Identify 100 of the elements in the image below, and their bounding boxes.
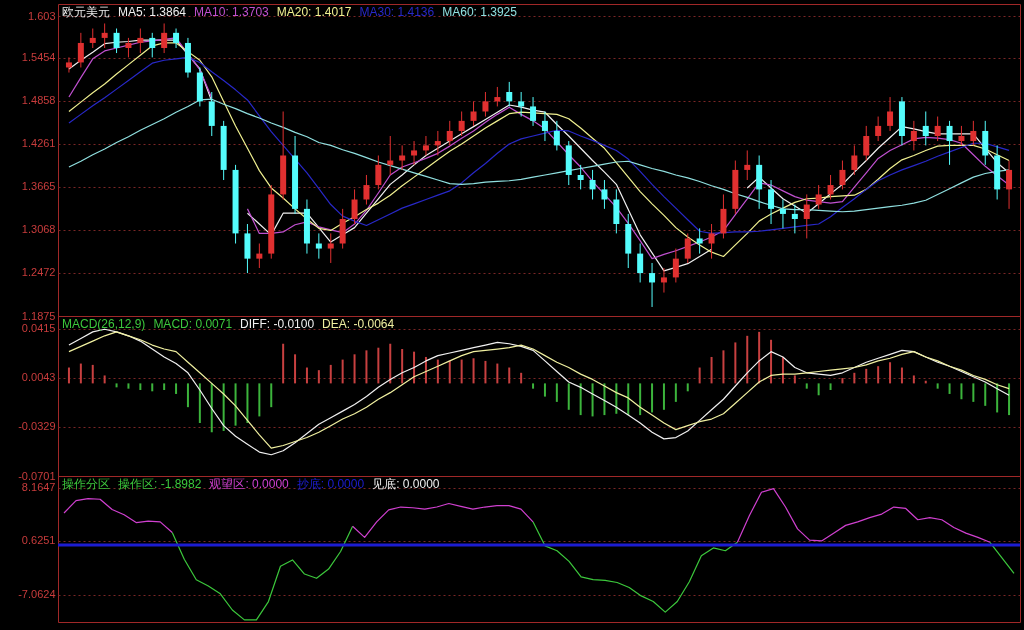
- y-tick-label: 0.0043: [21, 371, 56, 384]
- bar: [793, 375, 796, 384]
- bar: [222, 383, 225, 431]
- bar: [781, 356, 784, 384]
- bar: [317, 370, 320, 384]
- candlestick: [660, 267, 667, 294]
- bar: [115, 383, 118, 388]
- bar: [270, 383, 273, 408]
- bar: [365, 350, 368, 384]
- bar: [234, 383, 237, 426]
- bar: [282, 343, 285, 384]
- candlestick: [458, 110, 465, 137]
- bar: [948, 383, 951, 394]
- candlestick: [577, 164, 584, 190]
- bar: [710, 356, 713, 384]
- chart-title: 操作分区: [62, 477, 110, 491]
- bar: [936, 383, 939, 389]
- bar: [1008, 383, 1011, 416]
- bar: [674, 383, 677, 402]
- bar: [960, 383, 963, 400]
- bar: [532, 383, 535, 389]
- candlestick: [351, 188, 358, 225]
- chart-title: 欧元美元: [62, 5, 110, 19]
- bar: [889, 362, 892, 384]
- candlestick: [839, 160, 846, 190]
- bar: [746, 335, 749, 384]
- candlestick: [446, 120, 453, 146]
- candlestick: [958, 125, 965, 146]
- candlestick: [672, 248, 679, 283]
- bar: [329, 364, 332, 384]
- candlestick: [910, 120, 917, 151]
- bar: [567, 383, 570, 410]
- candlestick: [173, 28, 180, 49]
- bar: [294, 354, 297, 384]
- bar: [865, 368, 868, 384]
- bar: [639, 383, 642, 416]
- bar: [662, 383, 665, 410]
- candlestick: [934, 116, 941, 142]
- bar: [686, 383, 689, 392]
- bar: [829, 383, 832, 390]
- bar: [151, 383, 154, 392]
- bar: [139, 383, 142, 390]
- bar: [722, 350, 725, 384]
- ref-line-label: 抄底: 0.0000: [296, 477, 365, 491]
- candlestick: [791, 204, 798, 234]
- bar: [472, 358, 475, 384]
- bar: [186, 383, 189, 408]
- candlestick: [637, 243, 644, 283]
- y-tick-label: 1.3665: [21, 180, 56, 193]
- bar: [984, 383, 987, 406]
- candlestick: [946, 120, 953, 166]
- annotation: 见底: 0.0000: [372, 477, 440, 491]
- bar: [996, 383, 999, 413]
- bar: [555, 383, 558, 402]
- candlestick: [482, 91, 489, 118]
- candlestick: [684, 232, 691, 264]
- series-label: MA5: 1.3864: [118, 5, 187, 19]
- candlestick: [863, 125, 870, 162]
- candlestick: [363, 174, 370, 206]
- candlestick: [101, 22, 108, 49]
- bar: [912, 375, 915, 384]
- text: 操作区: -1.8982: [118, 477, 202, 491]
- candlestick: [470, 100, 477, 127]
- bar: [413, 351, 416, 384]
- bar: [758, 331, 761, 384]
- bar: [603, 383, 606, 416]
- candlestick: [696, 227, 703, 255]
- candlestick: [827, 174, 834, 200]
- bar: [79, 363, 82, 384]
- candlestick: [315, 232, 322, 260]
- candlestick: [875, 116, 882, 142]
- bar: [496, 363, 499, 384]
- text: 观望区: 0.0000: [209, 477, 289, 491]
- candlestick: [1006, 160, 1013, 210]
- candlestick: [851, 144, 858, 176]
- bar: [448, 360, 451, 384]
- candlestick: [553, 120, 560, 151]
- bar: [103, 375, 106, 384]
- candlestick: [815, 184, 822, 210]
- candlestick: [125, 37, 132, 58]
- chart-title: MACD(26,12,9): [62, 317, 146, 331]
- bar: [579, 383, 582, 416]
- bar: [734, 342, 737, 384]
- candlestick: [649, 262, 656, 308]
- candlestick: [744, 149, 751, 181]
- y-tick-label: -0.0701: [18, 469, 56, 482]
- candlestick: [779, 199, 786, 229]
- bar: [591, 383, 594, 417]
- bar: [389, 343, 392, 384]
- bar: [91, 364, 94, 384]
- candlestick: [422, 135, 429, 156]
- bar: [841, 378, 844, 384]
- text: MA20: 1.4017: [276, 5, 352, 19]
- candlestick: [113, 28, 120, 54]
- bar: [341, 359, 344, 384]
- candlestick: [387, 135, 394, 176]
- y-tick-label: 1.4858: [21, 94, 56, 107]
- y-tick-label: 1.3068: [21, 223, 56, 236]
- candlestick: [494, 86, 501, 107]
- candlestick: [149, 32, 156, 58]
